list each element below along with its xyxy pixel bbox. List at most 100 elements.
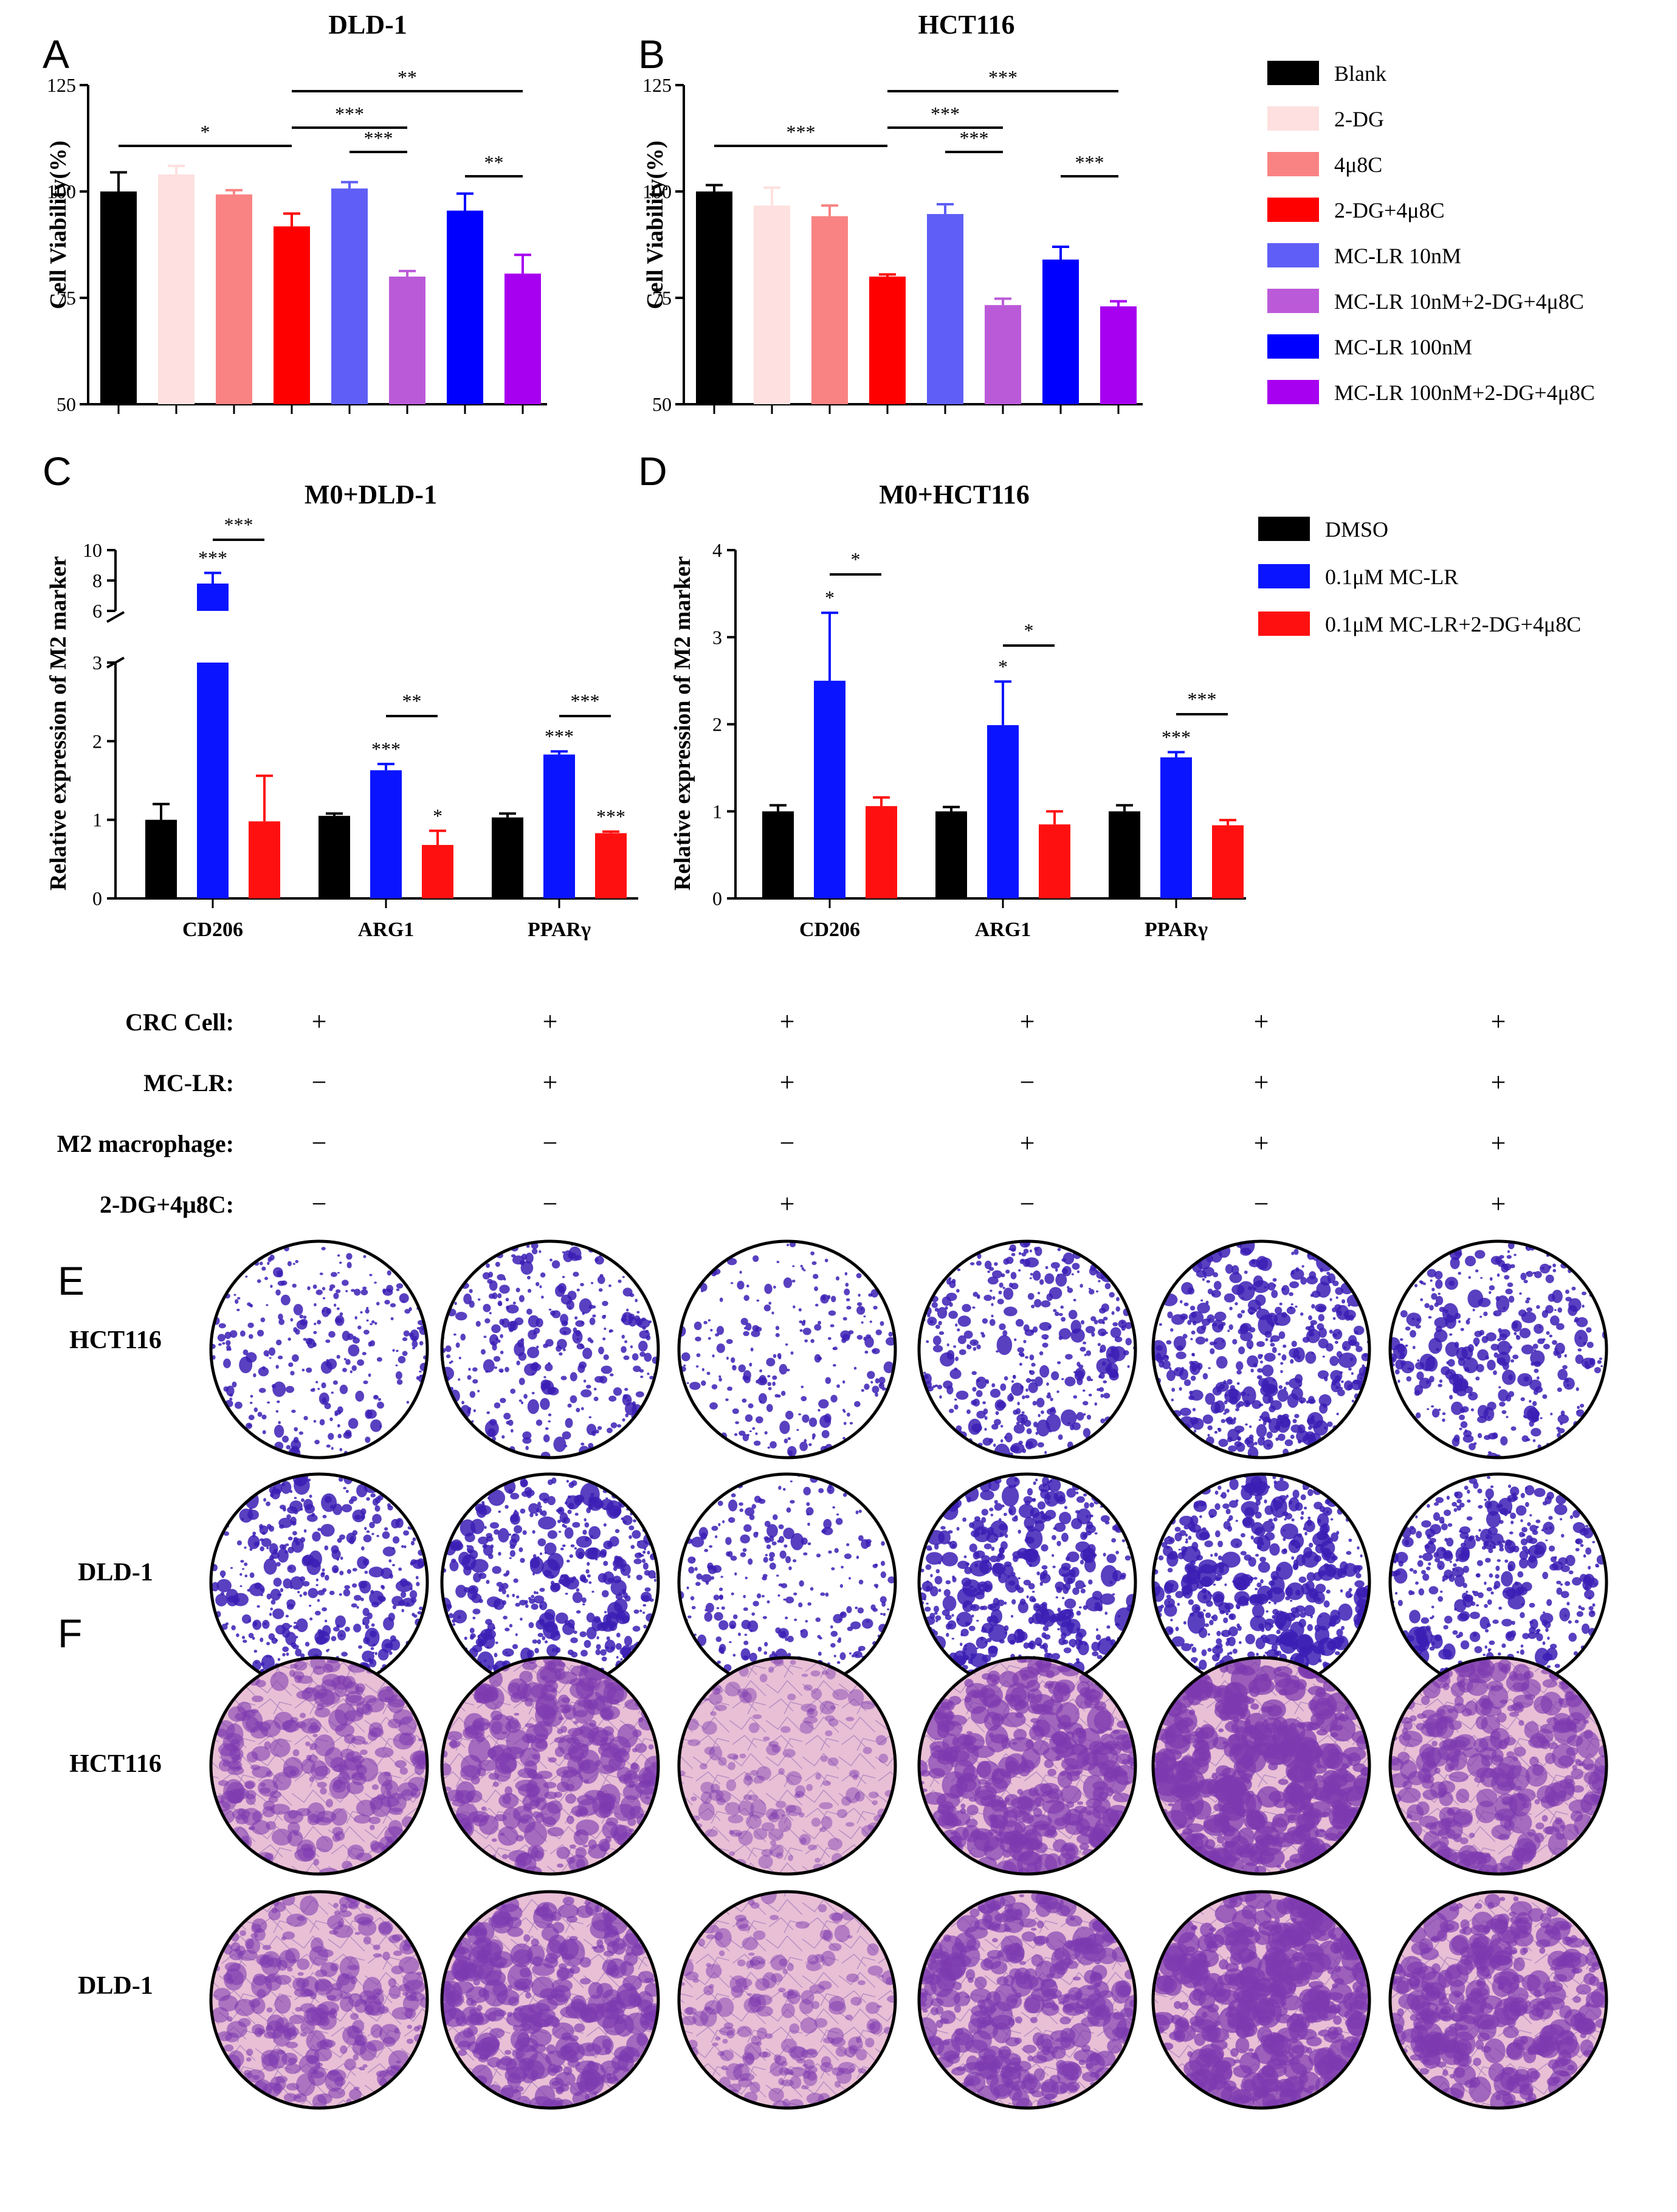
colony bbox=[246, 1352, 257, 1363]
colony bbox=[1523, 1405, 1538, 1420]
colony bbox=[1467, 1499, 1471, 1503]
colony bbox=[801, 1267, 804, 1270]
colony bbox=[1175, 1627, 1179, 1631]
colony bbox=[396, 1349, 399, 1352]
colony bbox=[372, 1514, 382, 1524]
colony bbox=[940, 1526, 946, 1530]
colony bbox=[786, 1507, 791, 1513]
colony bbox=[562, 1523, 565, 1528]
colony bbox=[1459, 1526, 1471, 1534]
colony bbox=[1445, 1369, 1456, 1380]
colony bbox=[1448, 1574, 1455, 1582]
colony bbox=[749, 1362, 752, 1367]
colony bbox=[1557, 1414, 1569, 1424]
colony bbox=[787, 1635, 794, 1642]
colony bbox=[1283, 1537, 1286, 1542]
colony bbox=[539, 1601, 548, 1610]
colony bbox=[1106, 1636, 1111, 1642]
colony bbox=[1434, 1302, 1439, 1308]
colony bbox=[267, 1261, 270, 1266]
colony bbox=[755, 1432, 758, 1435]
colony bbox=[1005, 1269, 1010, 1274]
colony bbox=[789, 1241, 796, 1247]
colony bbox=[1018, 1504, 1035, 1518]
colony bbox=[1470, 1611, 1480, 1619]
colony bbox=[218, 1323, 226, 1329]
colony bbox=[279, 1544, 285, 1549]
colony bbox=[1422, 1282, 1427, 1286]
colony bbox=[1348, 1367, 1352, 1371]
colony bbox=[398, 1518, 401, 1522]
colony bbox=[1341, 1625, 1345, 1630]
colony bbox=[1434, 1317, 1448, 1328]
colony bbox=[324, 1402, 331, 1410]
colony bbox=[317, 1590, 325, 1596]
colony bbox=[716, 1607, 720, 1610]
colony bbox=[1490, 1485, 1494, 1489]
colony bbox=[1080, 1588, 1086, 1594]
colony bbox=[1296, 1554, 1306, 1566]
colony bbox=[258, 1366, 269, 1377]
colony bbox=[872, 1385, 880, 1394]
colony bbox=[1264, 1499, 1267, 1504]
colony bbox=[239, 1573, 243, 1576]
colony bbox=[247, 1424, 252, 1427]
colony bbox=[1182, 1546, 1201, 1563]
colony bbox=[451, 1559, 456, 1563]
colony bbox=[1182, 1334, 1188, 1339]
colony bbox=[289, 1490, 293, 1494]
colony bbox=[1520, 1492, 1525, 1498]
colony bbox=[489, 1522, 500, 1529]
colony bbox=[1484, 1645, 1487, 1649]
condition-table: CRC Cell: + + + + + +MC-LR: − + + − + +M2 macrophage… bbox=[57, 1007, 1506, 1219]
colony bbox=[766, 1404, 773, 1412]
colony bbox=[493, 1356, 501, 1362]
colony bbox=[1066, 1488, 1076, 1498]
colony bbox=[955, 1323, 958, 1327]
bar-mc-lr-10nm-2-dg-4-8c bbox=[389, 277, 425, 404]
colony bbox=[1332, 1329, 1343, 1340]
colony bbox=[1518, 1588, 1525, 1594]
colony bbox=[346, 1261, 352, 1269]
colony bbox=[467, 1545, 474, 1554]
colony bbox=[956, 1390, 969, 1400]
colony bbox=[1565, 1581, 1571, 1587]
condition-mark: + bbox=[1254, 1067, 1269, 1097]
colony bbox=[527, 1399, 540, 1414]
colony bbox=[1264, 1352, 1276, 1362]
colony bbox=[1499, 1543, 1504, 1549]
colony bbox=[1056, 1361, 1061, 1365]
colony bbox=[759, 1375, 766, 1384]
colony bbox=[834, 1548, 839, 1553]
colony bbox=[1069, 1639, 1077, 1647]
colony bbox=[374, 1395, 377, 1399]
colony bbox=[1025, 1388, 1028, 1392]
colony bbox=[514, 1525, 523, 1534]
legend-label: MC-LR 10nM bbox=[1334, 244, 1461, 268]
colony bbox=[319, 1419, 325, 1426]
colony bbox=[792, 1265, 795, 1267]
colony bbox=[547, 1387, 554, 1395]
colony bbox=[1351, 1379, 1363, 1391]
colony bbox=[1332, 1333, 1338, 1337]
colony bbox=[1023, 1340, 1027, 1343]
colony bbox=[533, 1591, 537, 1594]
colony bbox=[303, 1315, 307, 1319]
colony bbox=[277, 1356, 283, 1360]
colony bbox=[281, 1435, 289, 1443]
colony bbox=[1006, 1575, 1011, 1579]
colony bbox=[1560, 1422, 1563, 1425]
colony bbox=[994, 1419, 1001, 1425]
colony bbox=[1018, 1269, 1021, 1272]
colony bbox=[1267, 1419, 1272, 1424]
colony bbox=[1014, 1477, 1018, 1481]
colony bbox=[1419, 1652, 1422, 1655]
colony bbox=[858, 1535, 864, 1542]
colony bbox=[1269, 1314, 1273, 1318]
colony bbox=[1046, 1394, 1052, 1399]
colony bbox=[823, 1518, 832, 1529]
colony bbox=[1235, 1408, 1239, 1411]
colony bbox=[257, 1279, 261, 1283]
colony bbox=[1443, 1625, 1448, 1630]
